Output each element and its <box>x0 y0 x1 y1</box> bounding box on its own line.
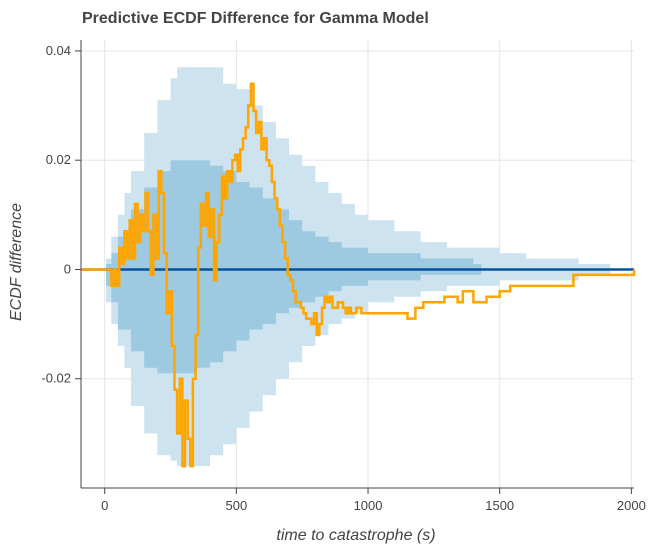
y-tick-label: 0 <box>64 261 71 276</box>
x-tick-label: 1000 <box>354 498 383 513</box>
axes <box>75 40 634 494</box>
observed-ecdf-difference-line <box>81 82 636 468</box>
x-tick-label: 0 <box>101 498 108 513</box>
y-axis-label: ECDF difference <box>8 203 25 321</box>
x-tick-label: 2000 <box>617 498 646 513</box>
y-tick-label: 0.04 <box>46 43 71 58</box>
tick-labels: 0 500 1000 1500 2000 -0.02 0 0.02 0.04 <box>41 43 645 513</box>
chart-title: Predictive ECDF Difference for Gamma Mod… <box>82 10 429 27</box>
y-tick-label: -0.02 <box>41 371 71 386</box>
y-tick-label: 0.02 <box>46 152 71 167</box>
x-tick-label: 1500 <box>485 498 514 513</box>
ecdf-lines <box>81 82 636 468</box>
x-axis-label: time to catastrophe (s) <box>276 527 435 544</box>
x-tick-label: 500 <box>226 498 248 513</box>
